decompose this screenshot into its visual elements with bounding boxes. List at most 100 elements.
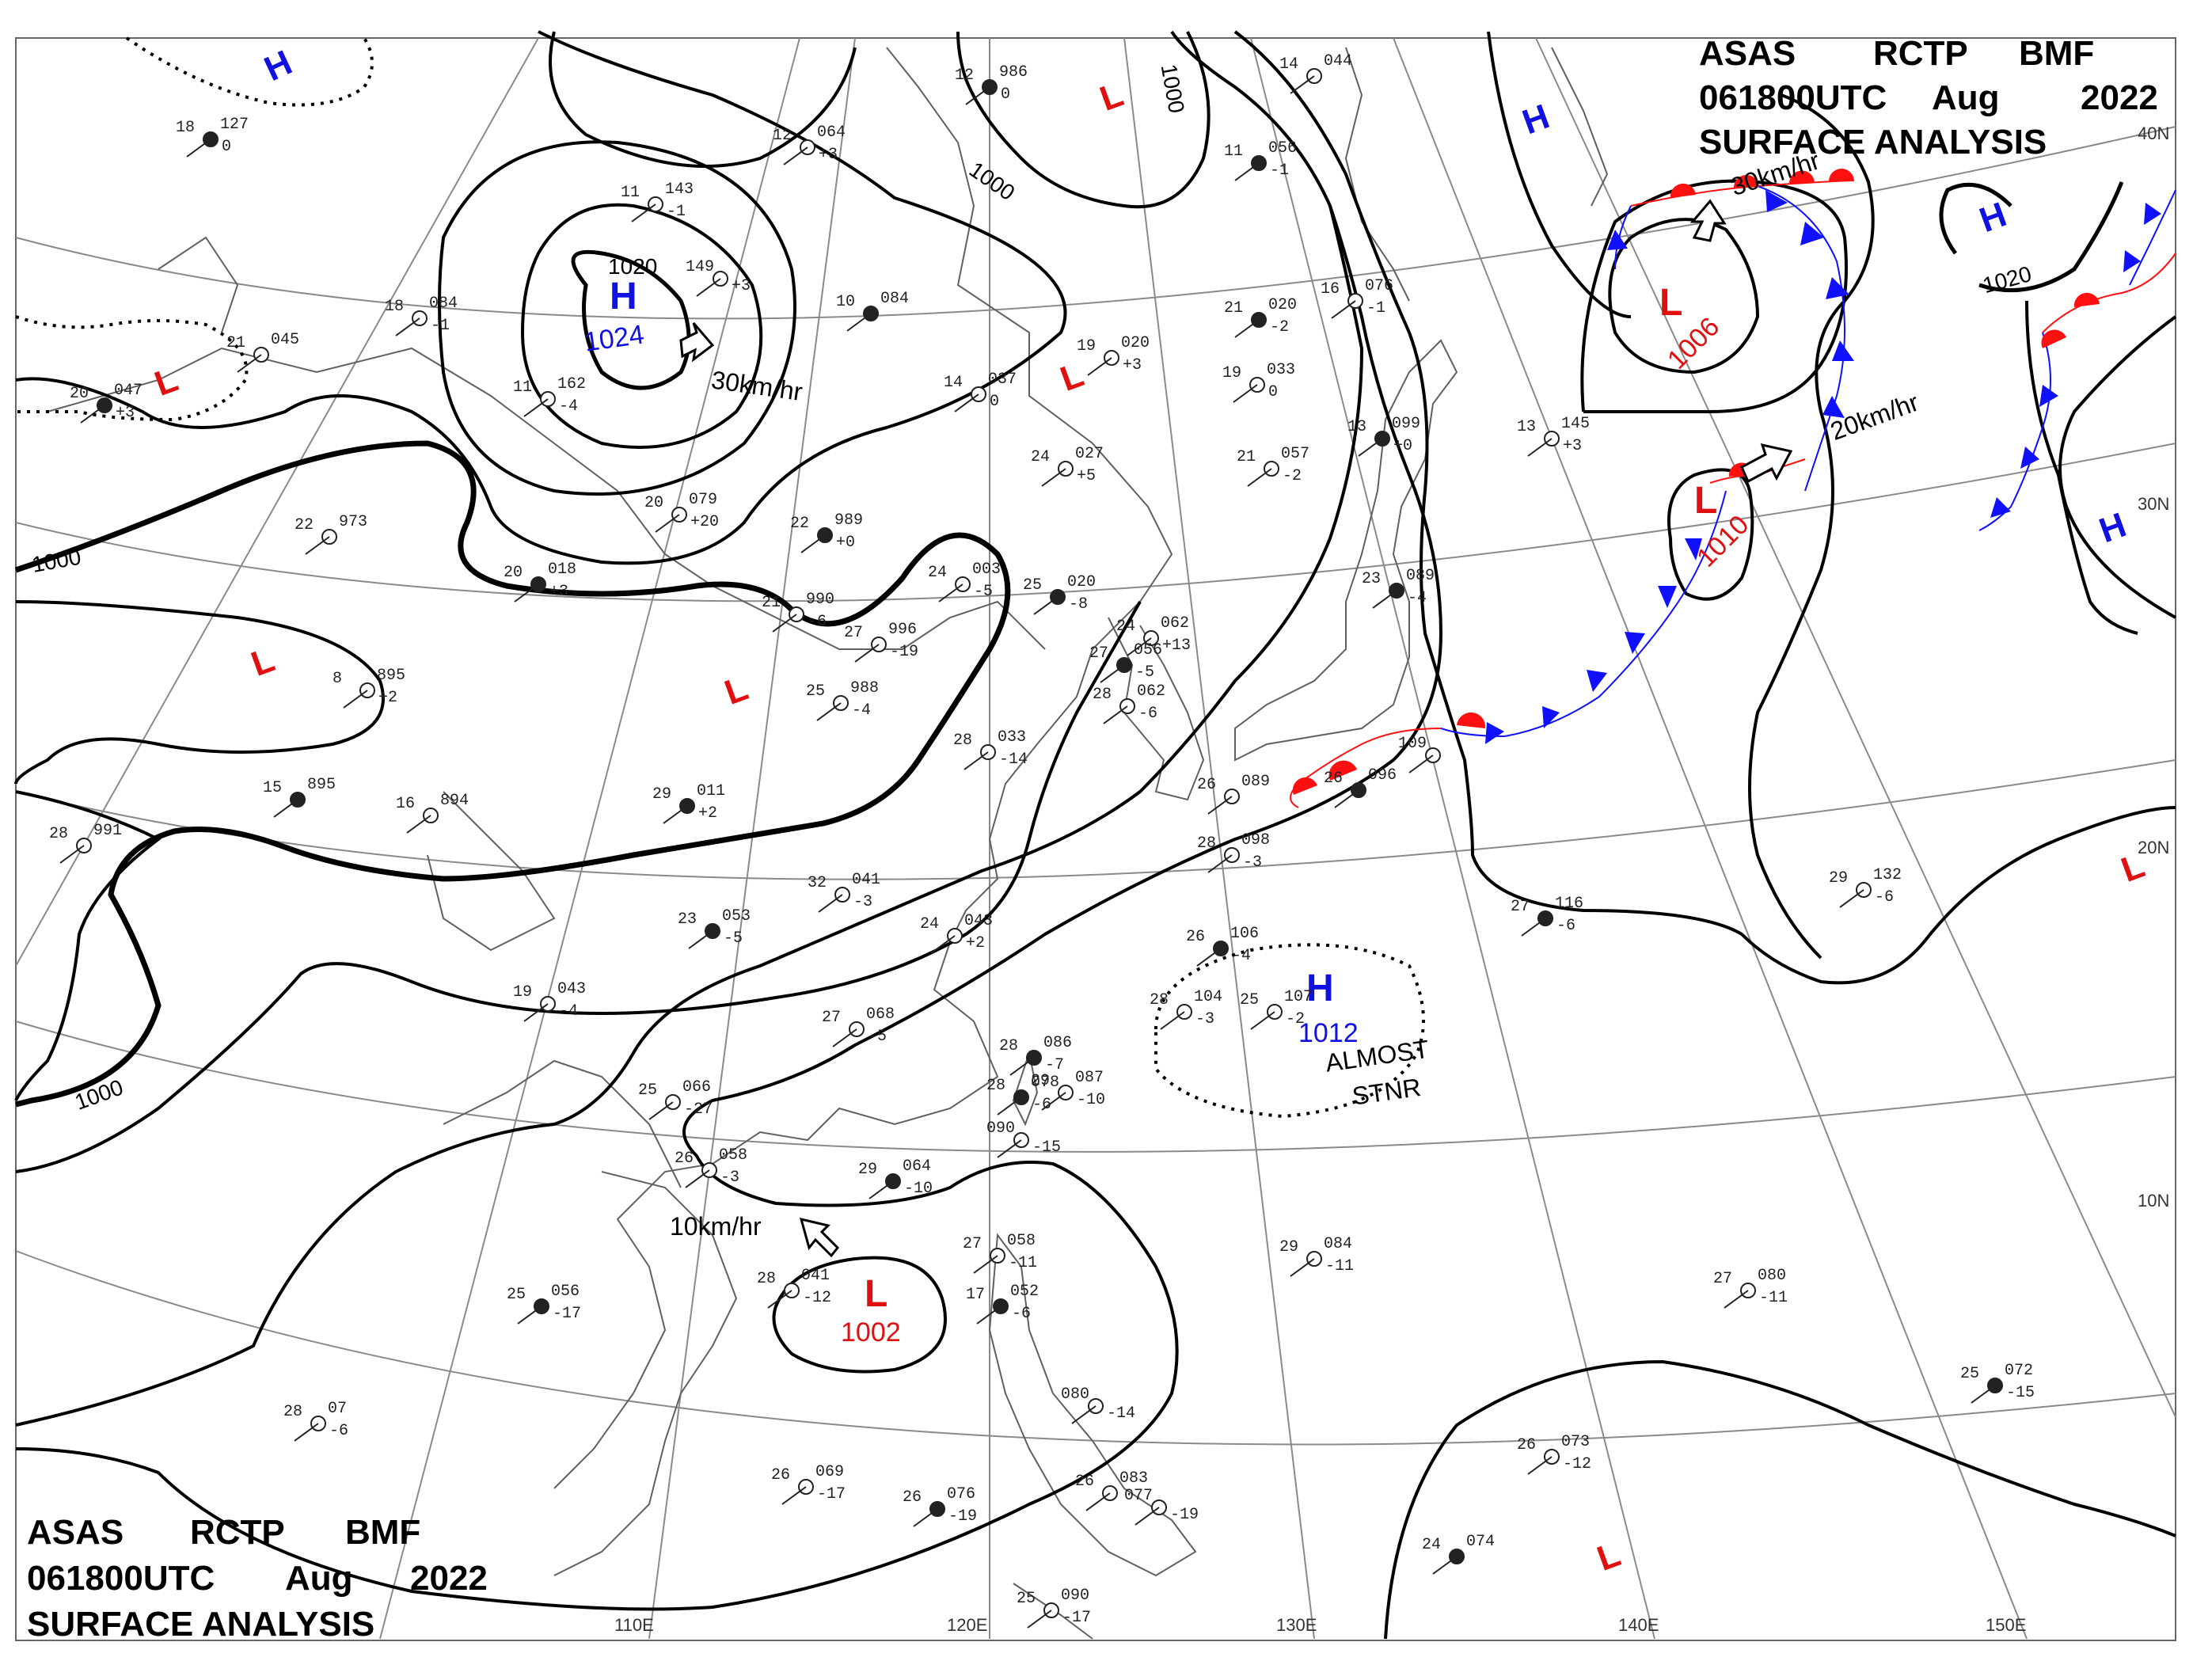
header-top-asas: ASAS: [1699, 34, 1796, 73]
isobar-1004-ring: [956, 31, 1211, 209]
station-tendency: +3: [116, 404, 135, 422]
wind-barb: [1234, 319, 1260, 338]
station-temperature: 26: [1324, 770, 1343, 788]
border-inland: [427, 791, 556, 952]
station-temperature: 24: [928, 564, 947, 582]
station-tendency: -11: [1759, 1289, 1788, 1307]
wind-barb: [1071, 1405, 1096, 1424]
station-plot: 22 973: [295, 513, 367, 555]
isobar-east-big: [1748, 93, 1875, 960]
station-tendency: -4: [852, 701, 871, 720]
station-plot: 25 090 -17: [1017, 1587, 1091, 1629]
station-temperature: 24: [1031, 448, 1050, 466]
station-pressure: 990: [806, 591, 834, 609]
station-pressure: 056: [551, 1283, 580, 1301]
station-tendency: -4: [1232, 947, 1251, 965]
station-pressure: 132: [1873, 866, 1902, 884]
movement-arrows: [679, 199, 1793, 1258]
station-pressure: 043: [557, 980, 586, 998]
station-plot: 28 033 -14: [953, 728, 1028, 770]
station-pressure: 143: [665, 181, 694, 199]
wind-barb: [1135, 1507, 1160, 1526]
station-temperature: 10: [836, 293, 855, 311]
station-plot: 26 089: [1197, 773, 1270, 815]
station-tendency: +2: [378, 689, 397, 707]
station-pressure: 099: [1392, 415, 1420, 433]
station-plot: 11 143 -1: [621, 181, 694, 222]
header-top: ASAS RCTP BMF 061800UTC Aug 2022 SURFACE…: [1699, 34, 2158, 162]
station-pressure: 089: [1241, 773, 1270, 791]
station-temperature: 26: [903, 1488, 922, 1507]
station-plot: 28 041 -12: [757, 1267, 831, 1309]
station-tendency: -27: [684, 1100, 713, 1119]
isobar-1008-south: [15, 30, 1364, 1427]
warm-front-symbol: [1733, 174, 1759, 188]
station-temperature: 15: [263, 779, 282, 797]
warm-front-symbol: [1829, 169, 1854, 181]
station-temperature: 25: [507, 1286, 526, 1304]
station-temperature: 16: [396, 795, 415, 813]
cold-front-symbol: [2123, 250, 2141, 272]
high-center-symbol: H: [610, 276, 637, 317]
station-tendency: -6: [808, 613, 827, 631]
cold-front-symbol: [1485, 722, 1504, 744]
station-plot: 22 989 +0: [790, 511, 863, 553]
isobar-east-curve: [2025, 300, 2138, 635]
station-pressure: 098: [1241, 831, 1270, 850]
station-plot: 21 020 -2: [1224, 296, 1297, 338]
station-temperature: 29: [1279, 1238, 1298, 1256]
station-pressure: 064: [903, 1157, 931, 1176]
station-tendency: -7: [1045, 1056, 1064, 1074]
wind-barb: [1527, 438, 1553, 457]
wind-barb: [273, 799, 298, 818]
station-plot: 28 062 -6: [1093, 682, 1165, 724]
header-bottom-rctp: RCTP: [190, 1513, 285, 1552]
station-tendency: +2: [698, 804, 717, 823]
station-plot: 26 076 -19: [903, 1485, 977, 1527]
station-temperature: 27: [1713, 1270, 1732, 1288]
station-temperature: 29: [1031, 1072, 1050, 1090]
station-temperature: 28: [986, 1077, 1005, 1095]
station-plot: 19 020 +3: [1077, 334, 1150, 376]
station-tendency: -2: [1286, 1010, 1305, 1028]
movement-arrow: [1689, 199, 1727, 242]
wind-barb: [1372, 590, 1397, 609]
station-pressure: 116: [1555, 895, 1583, 913]
warm-front-east: [2042, 253, 2176, 333]
station-temperature: 25: [638, 1081, 657, 1100]
station-tendency: -3: [720, 1169, 739, 1187]
station-temperature: 27: [963, 1235, 982, 1253]
coast-asia-mainland: [553, 47, 1173, 1489]
station-temperature: 21: [1224, 299, 1243, 317]
wind-barb: [1432, 1556, 1458, 1575]
station-plot: 28 991: [49, 822, 122, 864]
isobars: [14, 30, 2177, 1640]
station-plot: 25 066 -27: [638, 1078, 713, 1120]
station-tendency: -2: [1283, 467, 1302, 485]
wind-barb: [395, 317, 420, 336]
station-pressure: 056: [1134, 641, 1162, 659]
wind-barb: [1207, 796, 1233, 815]
wind-barb: [294, 1423, 319, 1442]
station-temperature: 19: [513, 983, 532, 1002]
station-pressure: 894: [440, 792, 469, 810]
station-pressure: 087: [1075, 1069, 1104, 1087]
warm-front-symbol: [1788, 170, 1815, 184]
station-temperature: 18: [385, 298, 404, 316]
station-temperature: 16: [1321, 280, 1340, 298]
station-temperature: 28: [1197, 834, 1216, 853]
warm-front-symbol: [1328, 760, 1357, 781]
station-tendency: -8: [1069, 595, 1088, 614]
station-tendency: -5: [724, 929, 743, 948]
wind-barb: [954, 393, 979, 412]
isobar-1016-high: [520, 203, 763, 449]
station-plot: 26 096: [1324, 766, 1397, 808]
station-temperature: 19: [1077, 337, 1096, 355]
station-temperature: 11: [513, 378, 532, 397]
wind-barb: [80, 405, 105, 424]
station-tendency: +3: [819, 146, 838, 164]
station-tendency: -12: [803, 1289, 831, 1307]
station-plot: 27 996 -19: [844, 621, 918, 663]
station-temperature: 18: [176, 119, 195, 137]
